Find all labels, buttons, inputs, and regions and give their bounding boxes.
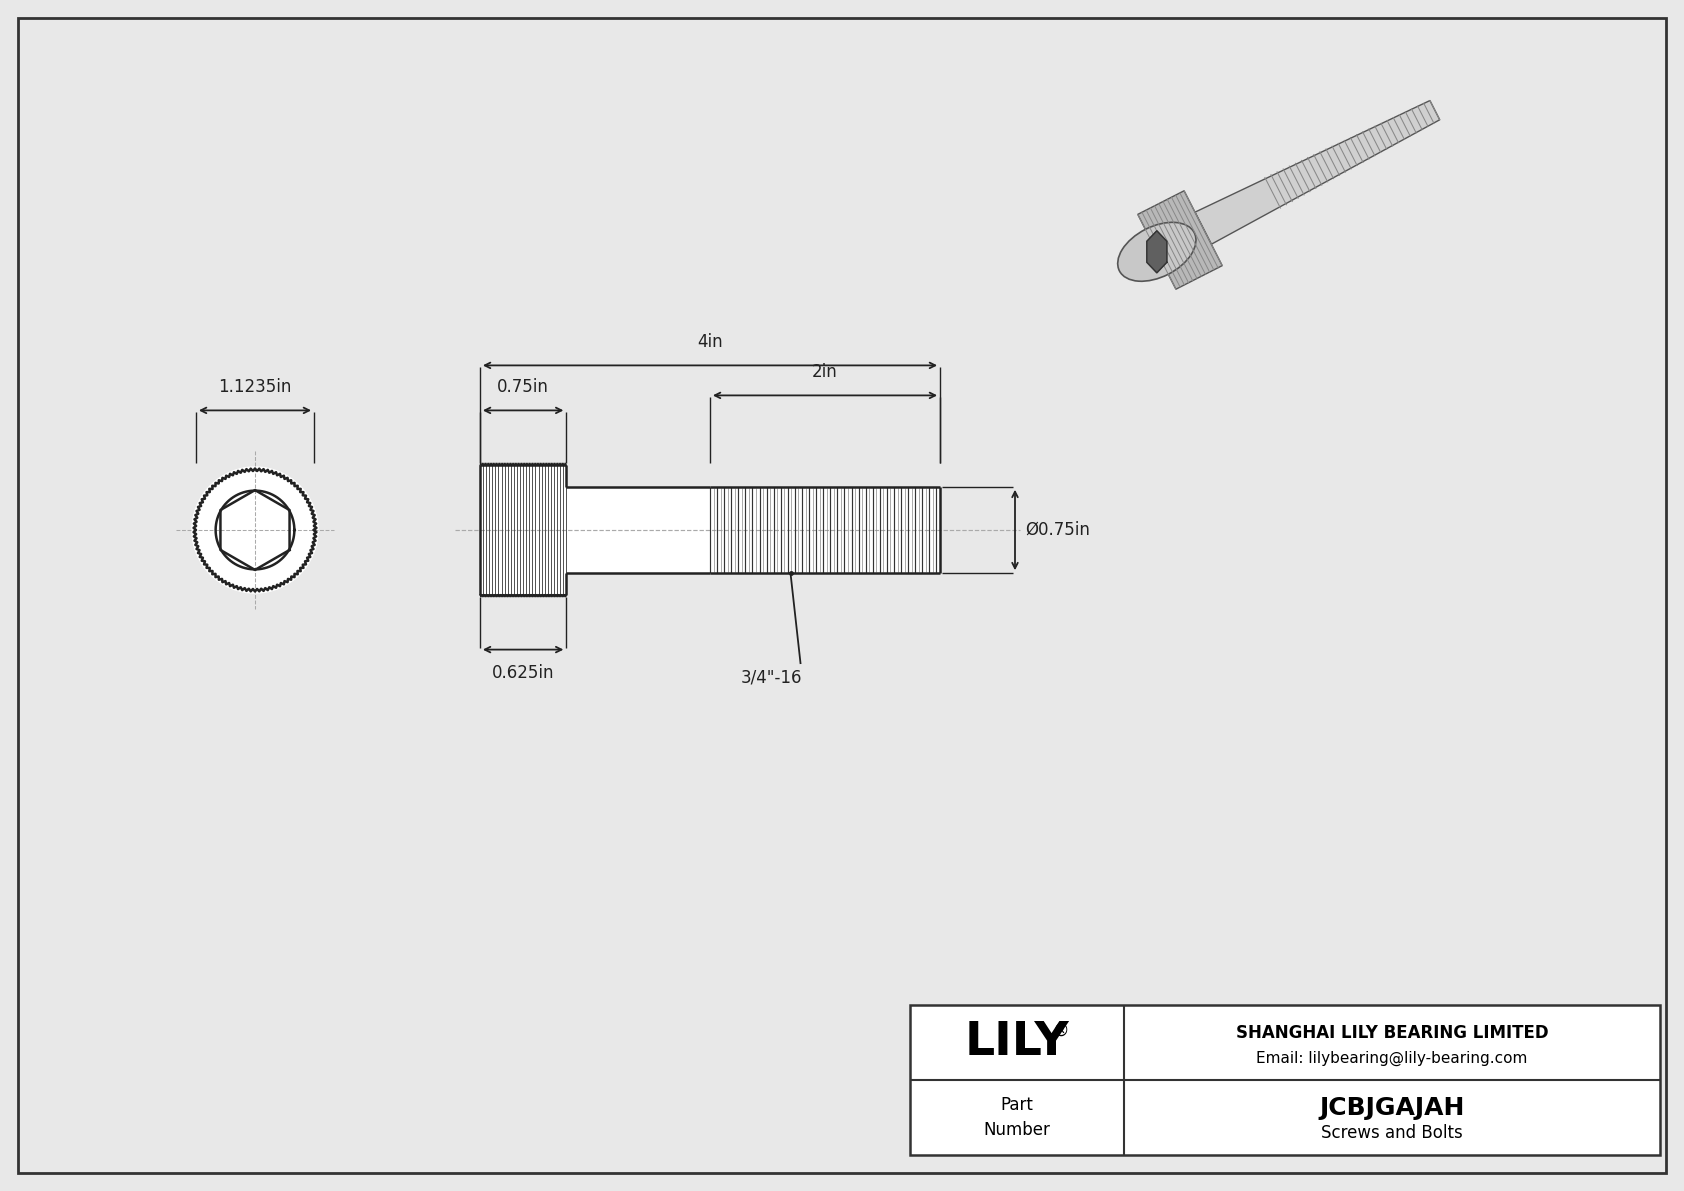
Bar	[711, 487, 940, 573]
Bar	[909, 1005, 1660, 1155]
Text: LILY: LILY	[965, 1019, 1069, 1065]
Text: 0.75in: 0.75in	[497, 379, 549, 397]
Polygon shape	[1138, 191, 1223, 289]
Polygon shape	[1147, 231, 1167, 273]
Text: 3/4"-16: 3/4"-16	[741, 668, 802, 686]
Text: SHANGHAI LILY BEARING LIMITED: SHANGHAI LILY BEARING LIMITED	[1236, 1023, 1548, 1041]
Text: 0.625in: 0.625in	[492, 663, 554, 681]
Text: 2in: 2in	[812, 363, 839, 381]
Text: 1.1235in: 1.1235in	[219, 379, 291, 397]
Bar	[566, 487, 711, 573]
Bar	[480, 466, 566, 594]
Ellipse shape	[1118, 223, 1196, 281]
Text: 4in: 4in	[697, 333, 722, 351]
Circle shape	[192, 467, 318, 593]
Text: Ø0.75in: Ø0.75in	[1026, 520, 1090, 540]
Text: Part
Number: Part Number	[983, 1096, 1051, 1139]
Polygon shape	[1196, 100, 1440, 244]
Text: JCBJGAJAH: JCBJGAJAH	[1319, 1096, 1465, 1120]
Text: Email: lilybearing@lily-bearing.com: Email: lilybearing@lily-bearing.com	[1256, 1050, 1527, 1066]
Text: Screws and Bolts: Screws and Bolts	[1320, 1124, 1463, 1142]
Text: ®: ®	[1052, 1022, 1069, 1040]
